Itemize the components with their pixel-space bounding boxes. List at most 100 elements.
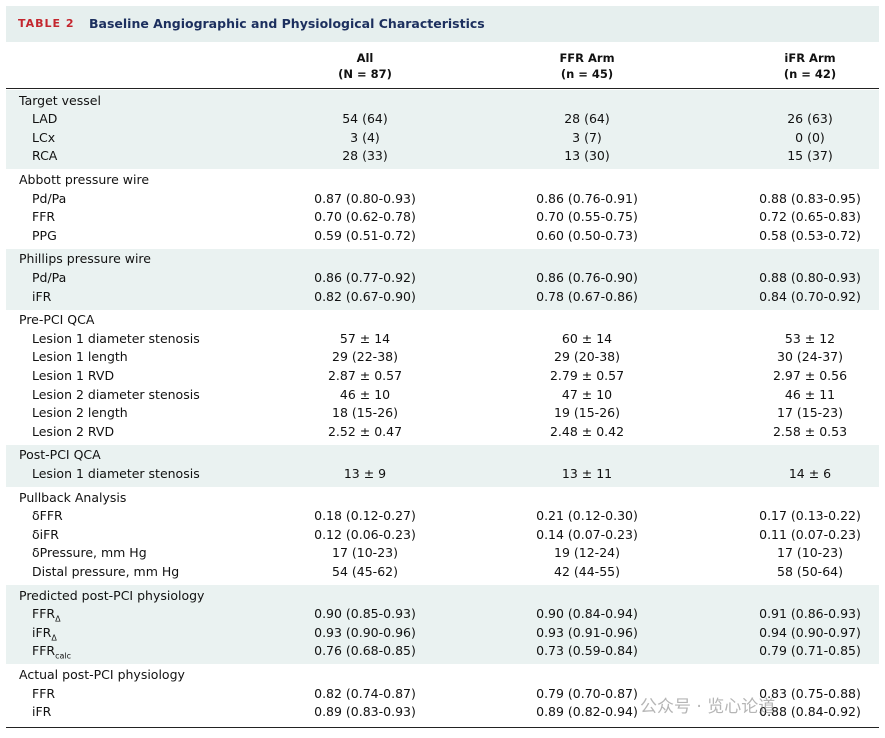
cell-value: 0.82 (0.67-0.90) bbox=[314, 288, 416, 304]
group-label: Actual post-PCI physiology bbox=[19, 666, 185, 682]
cell-value: 0.93 (0.91-0.96) bbox=[536, 624, 638, 640]
group-label: Phillips pressure wire bbox=[19, 251, 151, 267]
cell-value: 0.91 (0.86-0.93) bbox=[759, 606, 861, 622]
cell-value: 0.11 (0.07-0.23) bbox=[759, 526, 861, 542]
cell-value: 46 ± 10 bbox=[339, 386, 391, 402]
column-header: All (N = 87) bbox=[285, 50, 445, 82]
table-label: TABLE 2 bbox=[18, 17, 75, 30]
group-band bbox=[6, 487, 879, 585]
cell-value: 2.58 ± 0.53 bbox=[772, 423, 848, 439]
cell-value: 0.79 (0.70-0.87) bbox=[536, 685, 638, 701]
cell-value: 46 ± 11 bbox=[784, 386, 836, 402]
cell-value: 0.14 (0.07-0.23) bbox=[536, 526, 638, 542]
cell-value: 0.60 (0.50-0.73) bbox=[536, 227, 638, 243]
group-band bbox=[6, 248, 879, 310]
cell-value: 0.87 (0.80-0.93) bbox=[314, 190, 416, 206]
group-label: Pullback Analysis bbox=[19, 489, 127, 505]
cell-value: 0.86 (0.76-0.90) bbox=[536, 269, 638, 285]
cell-value: 0.84 (0.70-0.92) bbox=[759, 288, 861, 304]
column-name: FFR Arm bbox=[559, 51, 615, 65]
table-title: Baseline Angiographic and Physiological … bbox=[89, 16, 485, 31]
cell-value: 28 (33) bbox=[342, 148, 388, 164]
cell-value: 29 (22-38) bbox=[332, 349, 398, 365]
cell-value: 0.70 (0.62-0.78) bbox=[314, 209, 416, 225]
column-header: iFR Arm (n = 42) bbox=[730, 50, 885, 82]
cell-value: 0.17 (0.13-0.22) bbox=[759, 508, 861, 524]
cell-value: 54 (45-62) bbox=[332, 563, 398, 579]
cell-value: 19 (12-24) bbox=[554, 545, 620, 561]
row-label: Pd/Pa bbox=[32, 190, 67, 206]
row-label: Lesion 2 RVD bbox=[32, 423, 115, 439]
group-label: Target vessel bbox=[19, 92, 101, 108]
row-label-subscript: calc bbox=[55, 651, 71, 661]
cell-value: 0.70 (0.55-0.75) bbox=[536, 209, 638, 225]
cell-value: 0.76 (0.68-0.85) bbox=[314, 643, 416, 659]
cell-value: 2.52 ± 0.47 bbox=[327, 423, 403, 439]
cell-value: 19 (15-26) bbox=[554, 405, 620, 421]
cell-value: 54 (64) bbox=[342, 111, 388, 127]
group-band bbox=[6, 585, 879, 665]
cell-value: 0.86 (0.76-0.91) bbox=[536, 190, 638, 206]
cell-value: 18 (15-26) bbox=[332, 405, 398, 421]
cell-value: 0.72 (0.65-0.83) bbox=[759, 209, 861, 225]
row-label: Lesion 2 length bbox=[32, 405, 128, 421]
cell-value: 60 ± 14 bbox=[561, 330, 613, 346]
cell-value: 0.59 (0.51-0.72) bbox=[314, 227, 416, 243]
cell-value: 17 (15-23) bbox=[777, 405, 843, 421]
row-label: Lesion 1 length bbox=[32, 349, 128, 365]
cell-value: 58 (50-64) bbox=[777, 563, 843, 579]
cell-value: 47 ± 10 bbox=[561, 386, 613, 402]
cell-value: 3 (4) bbox=[350, 129, 380, 145]
row-label: Distal pressure, mm Hg bbox=[32, 563, 180, 579]
cell-value: 0.73 (0.59-0.84) bbox=[536, 643, 638, 659]
group-label: Pre-PCI QCA bbox=[19, 312, 95, 328]
cell-value: 0.78 (0.67-0.86) bbox=[536, 288, 638, 304]
cell-value: 3 (7) bbox=[572, 129, 602, 145]
cell-value: 0.94 (0.90-0.97) bbox=[759, 624, 861, 640]
cell-value: 2.97 ± 0.56 bbox=[772, 367, 848, 383]
column-n: (N = 87) bbox=[338, 67, 392, 81]
group-label: Predicted post-PCI physiology bbox=[19, 587, 205, 603]
row-label: RCA bbox=[32, 148, 58, 164]
title-bar: TABLE 2 Baseline Angiographic and Physio… bbox=[6, 6, 879, 42]
watermark: 公众号 · 览心论道 bbox=[640, 697, 776, 717]
cell-value: 0.90 (0.84-0.94) bbox=[536, 606, 638, 622]
column-n: (n = 45) bbox=[560, 67, 614, 81]
cell-value: 14 ± 6 bbox=[788, 465, 832, 481]
cell-value: 0.21 (0.12-0.30) bbox=[536, 508, 638, 524]
row-label-subscript: Δ bbox=[51, 633, 57, 643]
row-label: LAD bbox=[32, 111, 58, 127]
column-header: FFR Arm (n = 45) bbox=[507, 50, 667, 82]
row-label: LCx bbox=[32, 129, 56, 145]
cell-value: 57 ± 14 bbox=[339, 330, 391, 346]
row-label-text: FFR bbox=[32, 606, 56, 622]
cell-value: 28 (64) bbox=[564, 111, 610, 127]
row-label: δFFR bbox=[32, 508, 63, 524]
cell-value: 0.90 (0.85-0.93) bbox=[314, 606, 416, 622]
group-band bbox=[6, 444, 879, 487]
row-label: iFRΔ bbox=[32, 624, 57, 648]
row-label-subscript: Δ bbox=[55, 614, 61, 624]
cell-value: 17 (10-23) bbox=[332, 545, 398, 561]
row-label: δiFR bbox=[32, 526, 59, 542]
cell-value: 0.86 (0.77-0.92) bbox=[314, 269, 416, 285]
cell-value: 42 (44-55) bbox=[554, 563, 620, 579]
cell-value: 0.88 (0.84-0.92) bbox=[759, 704, 861, 720]
column-n: (n = 42) bbox=[783, 67, 837, 81]
row-label: Lesion 1 RVD bbox=[32, 367, 115, 383]
cell-value: 13 ± 9 bbox=[343, 465, 387, 481]
cell-value: 0.12 (0.06-0.23) bbox=[314, 526, 416, 542]
row-label-text: FFR bbox=[32, 643, 56, 659]
cell-value: 2.87 ± 0.57 bbox=[327, 367, 403, 383]
cell-value: 13 (30) bbox=[564, 148, 610, 164]
cell-value: 2.79 ± 0.57 bbox=[549, 367, 625, 383]
cell-value: 0.93 (0.90-0.96) bbox=[314, 624, 416, 640]
cell-value: 30 (24-37) bbox=[777, 349, 843, 365]
row-label: PPG bbox=[32, 227, 57, 243]
cell-value: 0.82 (0.74-0.87) bbox=[314, 685, 416, 701]
bottom-rule bbox=[6, 727, 879, 729]
cell-value: 29 (20-38) bbox=[554, 349, 620, 365]
group-band bbox=[6, 90, 879, 170]
row-label-text: iFR bbox=[32, 624, 52, 640]
